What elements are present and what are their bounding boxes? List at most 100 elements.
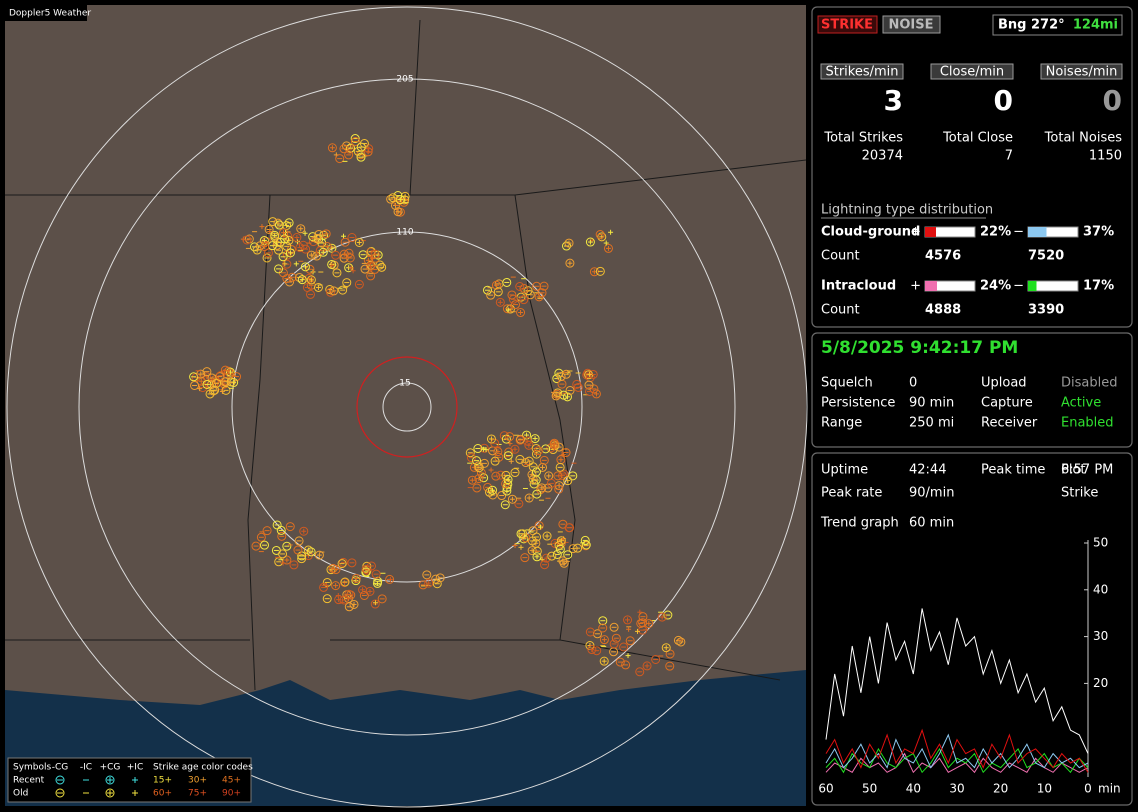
strike-ring — [483, 482, 493, 492]
strike-symbol — [285, 248, 295, 258]
strike-symbol — [599, 656, 609, 666]
strike-ring — [431, 574, 441, 584]
strike-symbol — [264, 224, 274, 234]
setting-cell: Active — [1061, 396, 1101, 411]
noise-button[interactable] — [882, 15, 941, 34]
trend-chart: 20 30 40 50 60 50 40 30 20 10 0 min — [818, 536, 1120, 796]
strike-symbol — [279, 228, 289, 238]
strike-symbol — [220, 365, 230, 375]
strike-symbol — [210, 385, 220, 395]
strike-symbol — [547, 551, 557, 561]
strike-symbol — [595, 266, 605, 276]
strike-symbol — [585, 627, 595, 637]
strike-ring — [530, 434, 540, 444]
map-title: Doppler5 Weather — [9, 9, 91, 19]
strike-symbol — [226, 377, 236, 387]
strike-ring — [599, 656, 609, 666]
strike-ring — [479, 473, 489, 483]
legend-header: +IC — [127, 763, 143, 773]
strike-symbol — [329, 286, 339, 296]
rate-button[interactable] — [930, 63, 1014, 80]
stat-cell: Uptime — [821, 463, 868, 478]
strike-ring — [635, 667, 645, 677]
legend-age: 45+ — [222, 776, 241, 786]
strike-symbol — [262, 526, 272, 536]
strike-symbol — [486, 434, 496, 444]
strike-symbol — [638, 612, 648, 622]
strike-symbol — [505, 432, 515, 442]
strike-symbol — [322, 594, 332, 604]
strike-ring — [347, 558, 357, 568]
strike-ring — [331, 581, 341, 591]
strike-ring — [561, 448, 571, 458]
strike-symbol — [296, 224, 306, 234]
strike-ring — [274, 264, 284, 274]
strike-ring — [356, 152, 366, 162]
x-tick-label: 20 — [993, 782, 1008, 796]
total-label: Total Close — [942, 131, 1013, 146]
strike-ring — [514, 499, 524, 509]
strike-ring — [565, 385, 575, 395]
strike-ring — [598, 616, 608, 626]
strike-symbol — [482, 285, 492, 295]
strike-ring — [568, 471, 578, 481]
strike-button[interactable] — [817, 15, 878, 34]
strike-symbol — [503, 475, 513, 485]
strike-symbol — [565, 258, 575, 268]
bar-fill — [925, 281, 937, 291]
strike-symbol — [505, 307, 511, 313]
strike-symbol — [321, 229, 331, 239]
ring-label: 205 — [396, 75, 413, 85]
strike-ring — [359, 139, 369, 149]
strike-ring — [537, 483, 547, 493]
rates: Strikes/min 3 Close/min 0 Noises/min 0 Total S… — [820, 63, 1123, 318]
strike-ring — [474, 474, 484, 484]
status-panel — [811, 6, 1133, 328]
strike-symbol — [490, 456, 500, 466]
trend-label: Trend graph — [820, 516, 899, 531]
strike-symbol — [306, 547, 316, 557]
strike-ring — [542, 531, 552, 541]
legend-box — [7, 757, 252, 803]
strike-ring — [259, 540, 269, 550]
rate-button[interactable] — [1040, 63, 1123, 80]
strike-symbol — [584, 380, 594, 390]
rate-button[interactable] — [820, 63, 904, 80]
strike-ring — [306, 547, 316, 557]
strike-ring — [516, 308, 526, 318]
strike-symbol — [358, 585, 368, 595]
percent: 17% — [1083, 279, 1114, 294]
strike-ring — [312, 234, 322, 244]
strike-ring — [328, 563, 338, 573]
strike-symbol — [262, 253, 272, 263]
strike-symbol — [502, 486, 512, 496]
strike-symbol — [598, 623, 608, 633]
strike-symbol — [431, 574, 441, 584]
strike-ring — [625, 636, 635, 646]
legend-age: 60+ — [153, 789, 172, 799]
strike-ring — [260, 242, 270, 252]
y-tick-label: 50 — [1093, 536, 1108, 550]
strike-ring — [300, 262, 310, 272]
strike-symbol — [644, 619, 654, 629]
strike-ring — [299, 526, 309, 536]
strike-symbol — [479, 473, 489, 483]
strike-ring — [340, 237, 350, 247]
strike-symbol — [285, 522, 295, 532]
strike-ring — [302, 283, 312, 293]
strike-ring — [551, 391, 561, 401]
strike-symbol — [598, 616, 608, 626]
strike-symbol — [359, 590, 369, 600]
strike-ring — [599, 635, 609, 645]
strike-ring — [553, 471, 563, 481]
strike-ring — [623, 615, 633, 625]
strike-ring — [422, 570, 432, 580]
strike-symbol — [592, 646, 602, 656]
strike-ring — [242, 235, 252, 245]
strike-ring — [488, 485, 498, 495]
strike-ring — [581, 540, 591, 550]
strike-symbol — [556, 536, 566, 546]
strike-symbol — [424, 578, 434, 588]
strike-symbol — [335, 154, 345, 164]
stat-cell: Peak rate — [821, 486, 882, 501]
